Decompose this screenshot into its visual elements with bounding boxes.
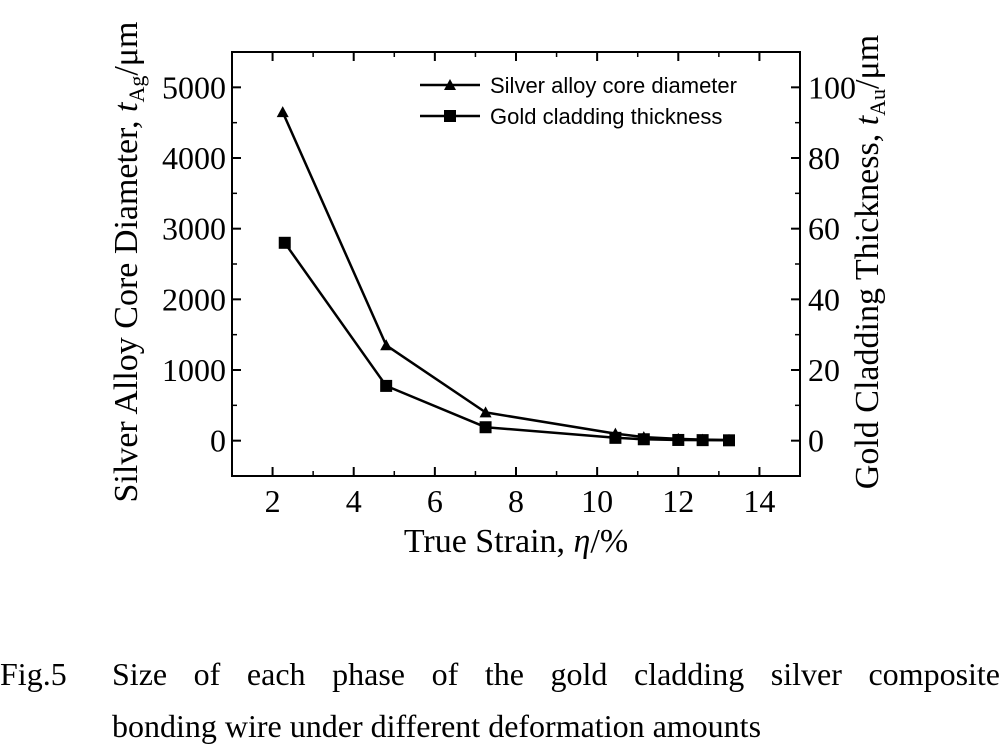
y-left-tick-label: 0 (210, 423, 226, 459)
y-right-tick-label: 100 (808, 69, 856, 105)
x-axis-title: True Strain, η/% (404, 523, 628, 560)
data-point-square (479, 421, 492, 434)
x-tick-label: 4 (346, 483, 362, 519)
x-tick-label: 12 (662, 483, 694, 519)
data-point-square (696, 434, 709, 447)
legend: Silver alloy core diameter Gold cladding… (420, 73, 737, 129)
y-axis-right-title: Gold Cladding Thickness, tAu/μm (849, 35, 890, 489)
y-right-tick-label: 20 (808, 352, 840, 388)
ticks: 2 4 6 8 10 12 14 0 1000 2000 3000 4000 5000 0 20 40 60 80… (162, 51, 856, 519)
series-line-1 (283, 242, 730, 442)
y-right-tick-label: 80 (808, 140, 840, 176)
y-axis-left-title: Silver Alloy Core Diameter, tAg/μm (108, 22, 149, 503)
y-left-tick-label: 3000 (162, 211, 226, 247)
x-tick-label: 14 (743, 483, 775, 519)
y-left-tick-label: 5000 (162, 69, 226, 105)
y-right-tick-label: 60 (808, 211, 840, 247)
legend-marker-square (444, 110, 456, 122)
legend-marker-triangle (444, 79, 456, 90)
y-right-tick-label: 40 (808, 281, 840, 317)
figure-caption: Fig.5 Size of each phase of the gold cla… (0, 648, 1002, 752)
y-left-tick-label: 2000 (162, 281, 226, 317)
x-tick-label: 10 (581, 483, 613, 519)
data-point-square (637, 433, 650, 446)
data-point-square (672, 433, 685, 446)
legend-label-gold: Gold cladding thickness (490, 104, 722, 129)
caption-line-2: bonding wire under different deformation… (112, 708, 762, 744)
x-tick-label: 6 (427, 483, 443, 519)
x-tick-label: 8 (508, 483, 524, 519)
y-left-tick-label: 4000 (162, 140, 226, 176)
caption-indent (0, 700, 112, 752)
caption-line-1: Size of each phase of the gold cladding … (112, 656, 1000, 692)
series-line-0 (281, 111, 730, 442)
data-point-triangle (380, 339, 393, 351)
data-point-square (380, 379, 393, 392)
data-point-triangle (276, 106, 289, 118)
y-left-tick-label: 1000 (162, 352, 226, 388)
caption-label: Fig.5 (0, 656, 67, 692)
data-point-square (609, 431, 622, 444)
series-layer (276, 106, 735, 447)
data-point-square (278, 236, 291, 249)
data-point-triangle (479, 406, 492, 418)
legend-label-silver: Silver alloy core diameter (490, 73, 737, 98)
chart: 2 4 6 8 10 12 14 0 1000 2000 3000 4000 5000 0 20 40 60 80… (108, 22, 890, 560)
y-right-tick-label: 0 (808, 423, 824, 459)
x-tick-label: 2 (265, 483, 281, 519)
data-point-square (723, 434, 735, 447)
